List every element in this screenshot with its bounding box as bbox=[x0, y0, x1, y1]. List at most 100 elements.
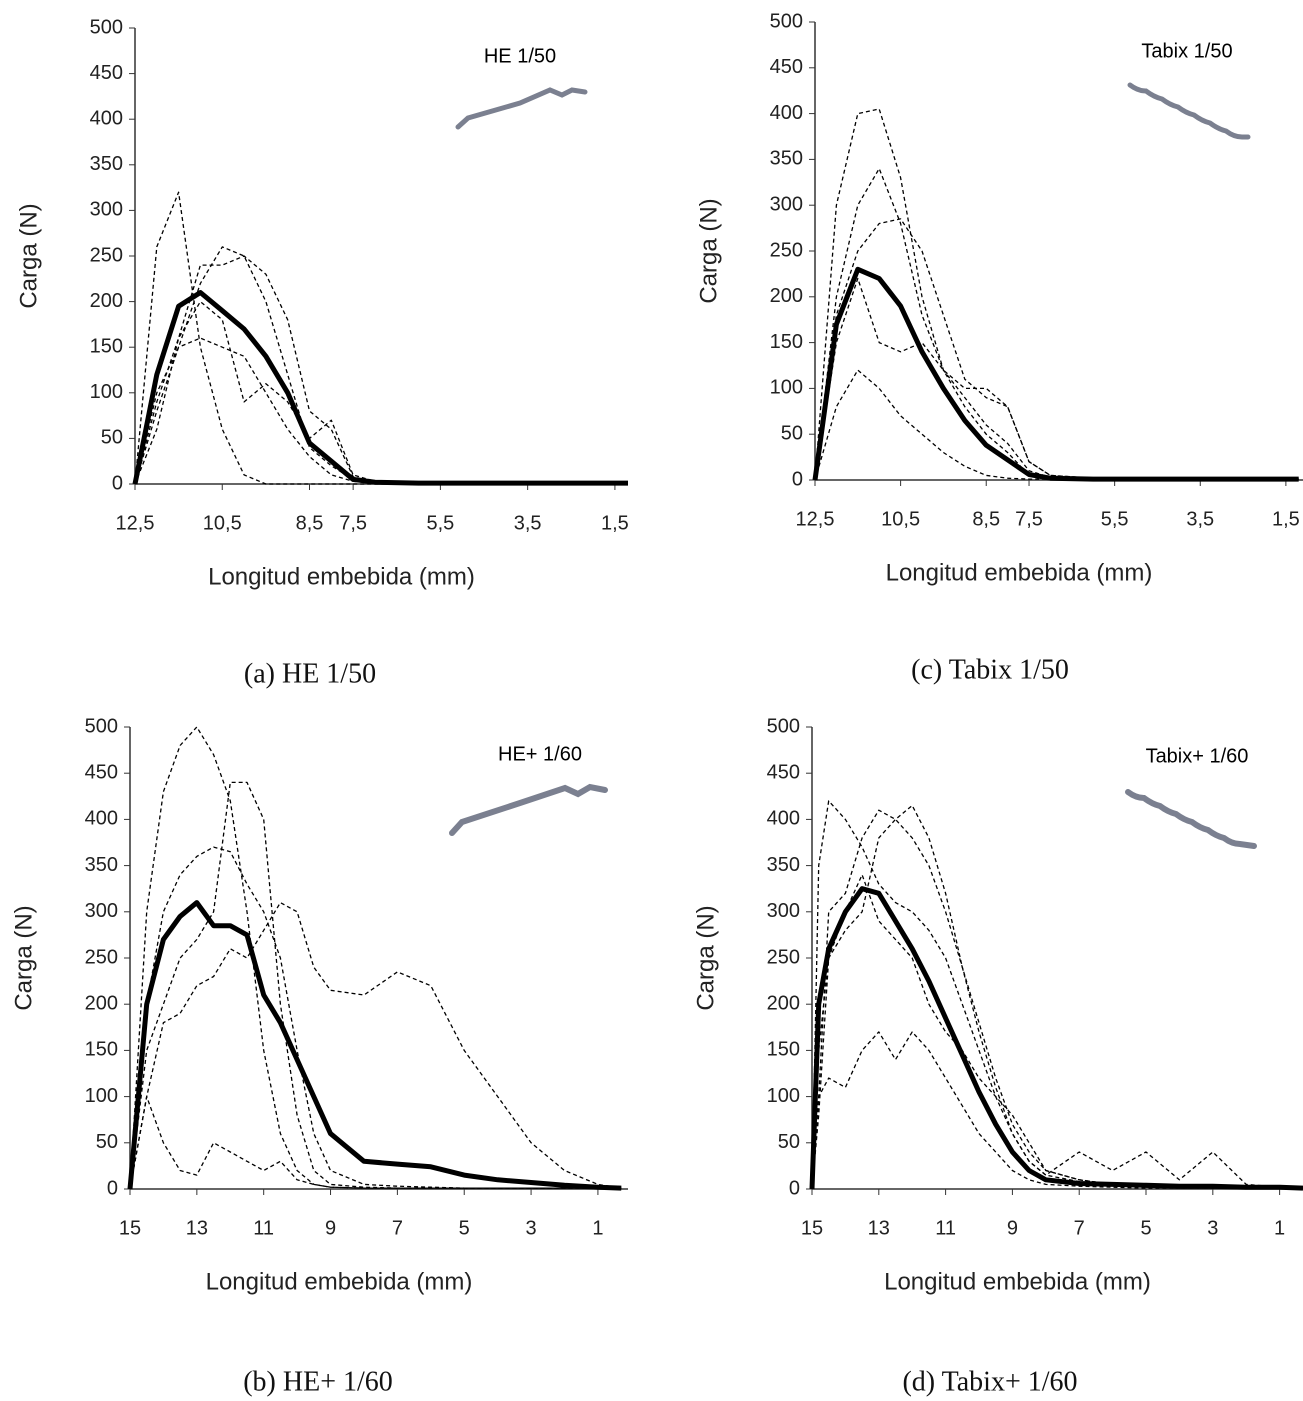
specimen-line bbox=[134, 191, 628, 485]
specimen-line bbox=[811, 809, 1303, 1190]
x-tick-label: 11 bbox=[935, 1217, 956, 1239]
mean-line bbox=[809, 886, 1303, 1191]
x-tick-label: 9 bbox=[325, 1217, 336, 1239]
x-tick-label: 1,5 bbox=[1272, 508, 1300, 530]
specimen-line bbox=[811, 800, 1303, 1190]
specimen-line bbox=[814, 218, 1299, 481]
x-tick-label: 3 bbox=[526, 1217, 537, 1239]
specimen-line bbox=[814, 167, 1299, 481]
x-tick-label: 3,5 bbox=[1186, 508, 1214, 530]
y-tick-label: 0 bbox=[792, 468, 803, 490]
specimen-line bbox=[134, 337, 628, 485]
y-axis-label: Carga (N) bbox=[692, 905, 719, 1010]
x-tick-label: 7 bbox=[1074, 1217, 1085, 1239]
x-tick-label: 3 bbox=[1207, 1217, 1218, 1239]
fiber-icon bbox=[455, 87, 588, 130]
y-tick-label: 300 bbox=[85, 900, 118, 922]
y-tick-label: 450 bbox=[85, 761, 118, 783]
x-tick-label: 5,5 bbox=[1101, 508, 1129, 530]
x-tick-label: 8,5 bbox=[296, 512, 324, 534]
x-tick-label: 10,5 bbox=[881, 508, 920, 530]
specimen-line bbox=[129, 1095, 622, 1190]
x-tick-label: 1 bbox=[1274, 1217, 1285, 1239]
specimen-line bbox=[811, 804, 1303, 1190]
y-tick-label: 500 bbox=[770, 10, 803, 32]
y-tick-label: 300 bbox=[90, 199, 123, 221]
y-tick-label: 200 bbox=[85, 992, 118, 1014]
y-tick-label: 350 bbox=[770, 148, 803, 170]
x-tick-label: 15 bbox=[119, 1217, 141, 1239]
caption: (d) Tabix+ 1/60 bbox=[902, 1366, 1077, 1397]
y-tick-label: 0 bbox=[112, 472, 123, 494]
specimen-line bbox=[134, 300, 628, 485]
y-tick-label: 50 bbox=[96, 1131, 118, 1153]
y-tick-label: 200 bbox=[767, 992, 800, 1014]
y-tick-label: 500 bbox=[90, 16, 123, 38]
y-tick-label: 100 bbox=[767, 1085, 800, 1107]
caption: (a) HE 1/50 bbox=[244, 658, 376, 689]
mean-line bbox=[812, 266, 1299, 482]
x-tick-label: 15 bbox=[801, 1217, 823, 1239]
y-tick-label: 400 bbox=[85, 808, 118, 830]
annotation: Tabix+ 1/60 bbox=[1146, 745, 1249, 767]
y-tick-label: 250 bbox=[770, 239, 803, 261]
y-tick-label: 0 bbox=[789, 1177, 800, 1199]
x-tick-label: 5 bbox=[459, 1217, 470, 1239]
y-tick-label: 150 bbox=[90, 335, 123, 357]
x-axis-label: Longitud embebida (mm) bbox=[884, 1268, 1151, 1295]
specimen-line bbox=[134, 255, 628, 485]
y-tick-label: 450 bbox=[90, 62, 123, 84]
caption: (c) Tabix 1/50 bbox=[911, 654, 1069, 685]
y-tick-label: 200 bbox=[770, 285, 803, 307]
specimen-line bbox=[129, 901, 622, 1190]
annotation: HE+ 1/60 bbox=[498, 743, 582, 765]
x-axis-label: Longitud embebida (mm) bbox=[208, 563, 475, 590]
y-tick-label: 500 bbox=[767, 715, 800, 737]
y-tick-label: 400 bbox=[767, 808, 800, 830]
annotation: Tabix 1/50 bbox=[1141, 40, 1232, 62]
y-tick-label: 500 bbox=[85, 715, 118, 737]
specimen-line bbox=[814, 277, 1299, 481]
y-axis-label: Carga (N) bbox=[10, 905, 37, 1010]
y-axis-label: Carga (N) bbox=[695, 198, 722, 303]
x-tick-label: 7,5 bbox=[1015, 508, 1043, 530]
x-tick-label: 1 bbox=[592, 1217, 603, 1239]
x-tick-label: 9 bbox=[1007, 1217, 1018, 1239]
specimen-line bbox=[814, 369, 1299, 481]
y-tick-label: 400 bbox=[770, 102, 803, 124]
x-axis-label: Longitud embebida (mm) bbox=[886, 559, 1153, 586]
x-tick-label: 10,5 bbox=[203, 512, 242, 534]
x-tick-label: 8,5 bbox=[972, 508, 1000, 530]
x-tick-label: 7 bbox=[392, 1217, 403, 1239]
y-tick-label: 450 bbox=[770, 56, 803, 78]
y-tick-label: 300 bbox=[770, 193, 803, 215]
x-tick-label: 5,5 bbox=[426, 512, 454, 534]
y-tick-label: 100 bbox=[770, 377, 803, 399]
y-tick-label: 0 bbox=[107, 1177, 118, 1199]
specimen-line bbox=[129, 781, 622, 1190]
x-tick-label: 13 bbox=[868, 1217, 890, 1239]
y-tick-label: 350 bbox=[90, 153, 123, 175]
x-tick-label: 13 bbox=[186, 1217, 208, 1239]
x-axis-label: Longitud embebida (mm) bbox=[206, 1268, 473, 1295]
y-tick-label: 250 bbox=[85, 946, 118, 968]
mean-line bbox=[127, 900, 622, 1191]
y-tick-label: 100 bbox=[85, 1085, 118, 1107]
annotation: HE 1/50 bbox=[484, 45, 556, 67]
x-tick-label: 12,5 bbox=[796, 508, 835, 530]
y-tick-label: 150 bbox=[767, 1039, 800, 1061]
mean-line bbox=[132, 290, 628, 486]
specimen-line bbox=[811, 1031, 1303, 1190]
y-tick-label: 350 bbox=[767, 854, 800, 876]
y-tick-label: 50 bbox=[778, 1131, 800, 1153]
icons bbox=[449, 82, 1257, 849]
x-tick-label: 3,5 bbox=[514, 512, 542, 534]
caption: (b) HE+ 1/60 bbox=[243, 1366, 393, 1397]
x-tick-label: 1,5 bbox=[601, 512, 629, 534]
y-tick-label: 250 bbox=[767, 946, 800, 968]
y-tick-label: 100 bbox=[90, 381, 123, 403]
x-tick-label: 5 bbox=[1140, 1217, 1151, 1239]
y-tick-label: 400 bbox=[90, 107, 123, 129]
y-tick-label: 450 bbox=[767, 761, 800, 783]
